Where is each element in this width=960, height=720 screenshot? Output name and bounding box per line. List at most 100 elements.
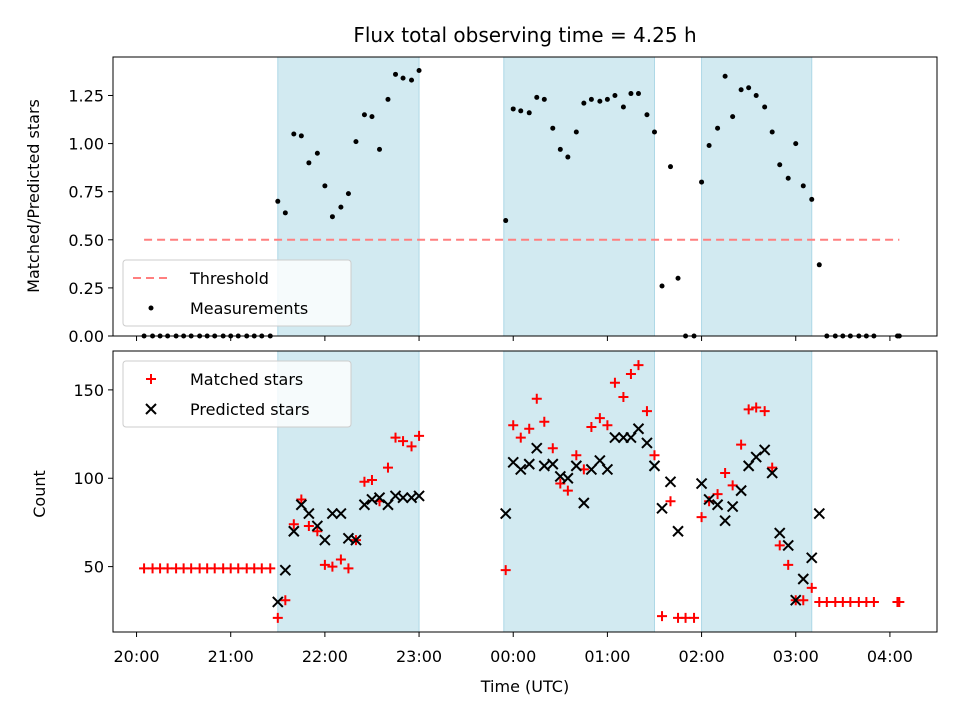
measurement-point [534,94,540,100]
predicted-star-point [641,437,653,449]
measurement-point [699,179,705,185]
measurement-point [385,96,391,102]
matched-star-point [712,489,723,500]
matched-star-point [806,582,817,593]
measurement-point [620,104,626,110]
predicted-star-point [758,444,771,456]
measurement-point [715,125,721,131]
measurement-point [314,150,320,156]
measurement-point [659,283,665,289]
predicted-star-point [703,493,715,506]
matched-star-point [319,559,330,570]
measurement-point [400,75,406,81]
measurement-point [667,164,673,170]
ratio-y-axis-label: Matched/Predicted stars [24,99,43,293]
observing-window [701,56,813,337]
x-tick-label: 22:00 [302,647,348,666]
predicted-star-point [570,460,583,472]
y-tick-label: 0.75 [68,183,104,202]
measurement-point [322,183,328,189]
matched-star-point [562,485,573,496]
predicted-star-point [632,423,645,435]
matched-star-point [547,443,558,454]
matched-star-point [500,565,511,576]
matched-star-point [327,561,338,572]
matched-star-point [398,436,409,447]
predicted-star-point [719,514,731,527]
x-tick-label: 21:00 [208,647,254,666]
predicted-star-point [288,525,300,537]
matched-star-point [359,476,370,487]
matched-star-point [680,612,691,623]
matched-star-point [641,406,652,417]
measurement-point [581,100,587,106]
measurement-point [526,110,532,116]
matched-star-point [696,512,707,523]
predicted-star-point [711,499,724,511]
matched-star-point [743,404,754,415]
predicted-star-point [695,477,708,490]
predicted-star-point [499,507,512,520]
y-tick-label: 1.25 [68,86,104,105]
measurement-point [809,196,815,202]
matched-star-point [162,563,173,574]
matched-star-point [280,595,291,606]
matched-star-point [209,563,220,574]
counts-y-axis-label: Count [30,470,49,518]
predicted-star-point [538,460,551,472]
measurement-point [604,96,610,102]
matched-star-point [366,475,377,486]
matched-star-point [689,612,700,623]
matched-star-point [524,423,535,434]
y-tick-label: 0.50 [68,231,104,250]
matched-star-point [759,406,770,417]
predicted-star-point [350,534,362,546]
measurement-point [777,162,783,168]
predicted-star-point [515,463,527,476]
measurement-point [275,198,281,204]
predicted-star-point [656,502,668,514]
matched-star-point [767,462,778,473]
measurement-point [377,146,383,152]
observing-window [701,350,813,633]
predicted-star-point [272,596,284,608]
predicted-star-point [664,476,677,488]
x-axis-label: Time (UTC) [480,677,569,696]
measurement-point [597,98,603,104]
predicted-star-point [531,442,543,454]
measurement-point [573,129,579,135]
predicted-star-point [562,472,574,484]
y-tick-label: 0.00 [68,327,104,346]
matched-star-point [586,421,597,432]
legend-label: Measurements [190,299,308,318]
matched-star-point [751,402,762,413]
matched-star-point [139,563,150,574]
measurement-point [329,214,335,220]
predicted-star-point [413,490,425,502]
predicted-star-point [797,573,809,585]
matched-star-point [736,439,747,450]
measurement-point [628,91,634,97]
matched-star-point [821,596,832,607]
measurement-point [306,160,312,166]
matched-star-point [382,462,393,473]
measurement-point [416,67,422,73]
measurement-point [706,143,712,149]
matched-star-point [406,441,417,452]
observing-window [503,350,655,633]
measurement-point [800,183,806,189]
predicted-star-point [813,507,825,520]
measurement-point [769,129,775,135]
predicted-star-point [523,458,535,470]
matched-star-point [233,563,244,574]
matched-star-point [296,494,307,505]
predicted-star-point [311,520,324,532]
axes-frame [112,350,938,633]
y-tick-label: 150 [73,381,104,400]
measurement-point [409,77,415,83]
predicted-star-point [609,431,621,444]
x-tick-label: 20:00 [113,647,159,666]
predicted-star-point [358,499,371,511]
y-tick-label: 1.00 [68,135,104,154]
